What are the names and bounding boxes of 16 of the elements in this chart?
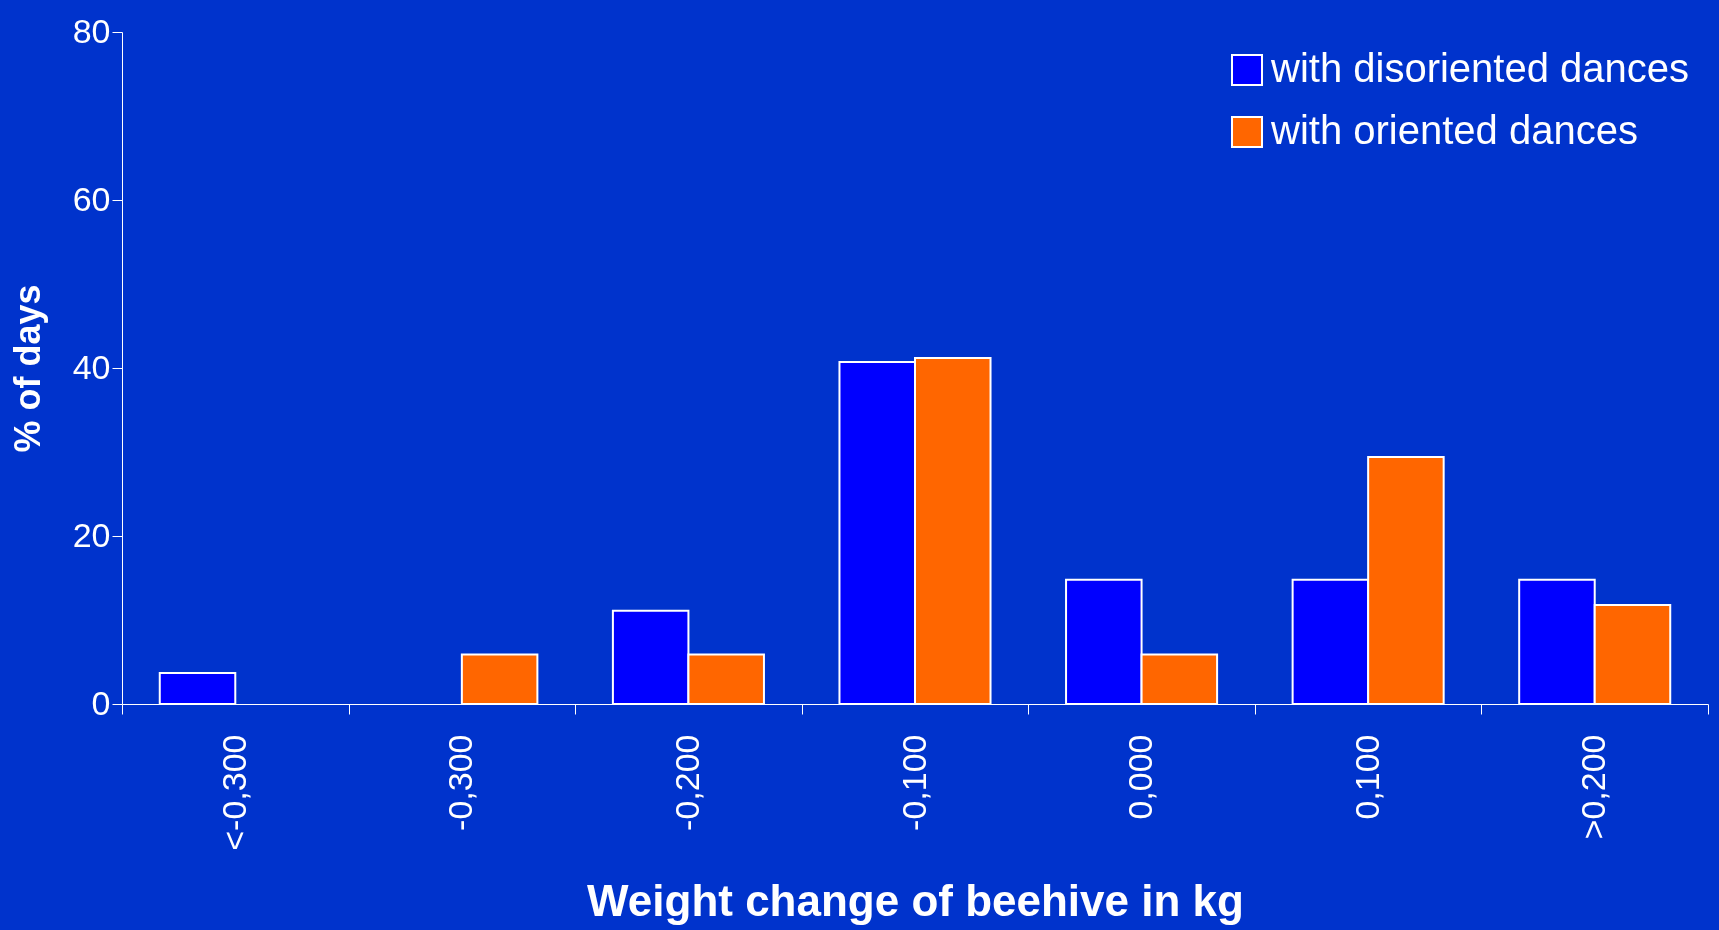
x-tick-label: 0,100 — [1347, 734, 1386, 820]
y-tick-label: 60 — [72, 179, 111, 218]
legend-label: with oriented dances — [1270, 108, 1638, 152]
y-axis-title: % of days — [6, 284, 48, 453]
x-tick-label: 0,000 — [1121, 734, 1160, 820]
y-tick-label: 20 — [72, 515, 111, 554]
y-tick-label: 80 — [72, 11, 111, 50]
x-tick-label: -0,100 — [894, 734, 933, 831]
x-tick-label: -0,300 — [441, 734, 480, 831]
x-tick-label: -0,200 — [667, 734, 706, 831]
y-tick-label: 0 — [91, 683, 111, 722]
y-tick-label: 40 — [72, 347, 111, 386]
x-tick-label: >0,200 — [1574, 734, 1613, 840]
legend-label: with disoriented dances — [1270, 46, 1690, 90]
x-tick-label: <-0,300 — [214, 734, 253, 851]
x-axis-title: Weight change of beehive in kg — [587, 875, 1244, 925]
